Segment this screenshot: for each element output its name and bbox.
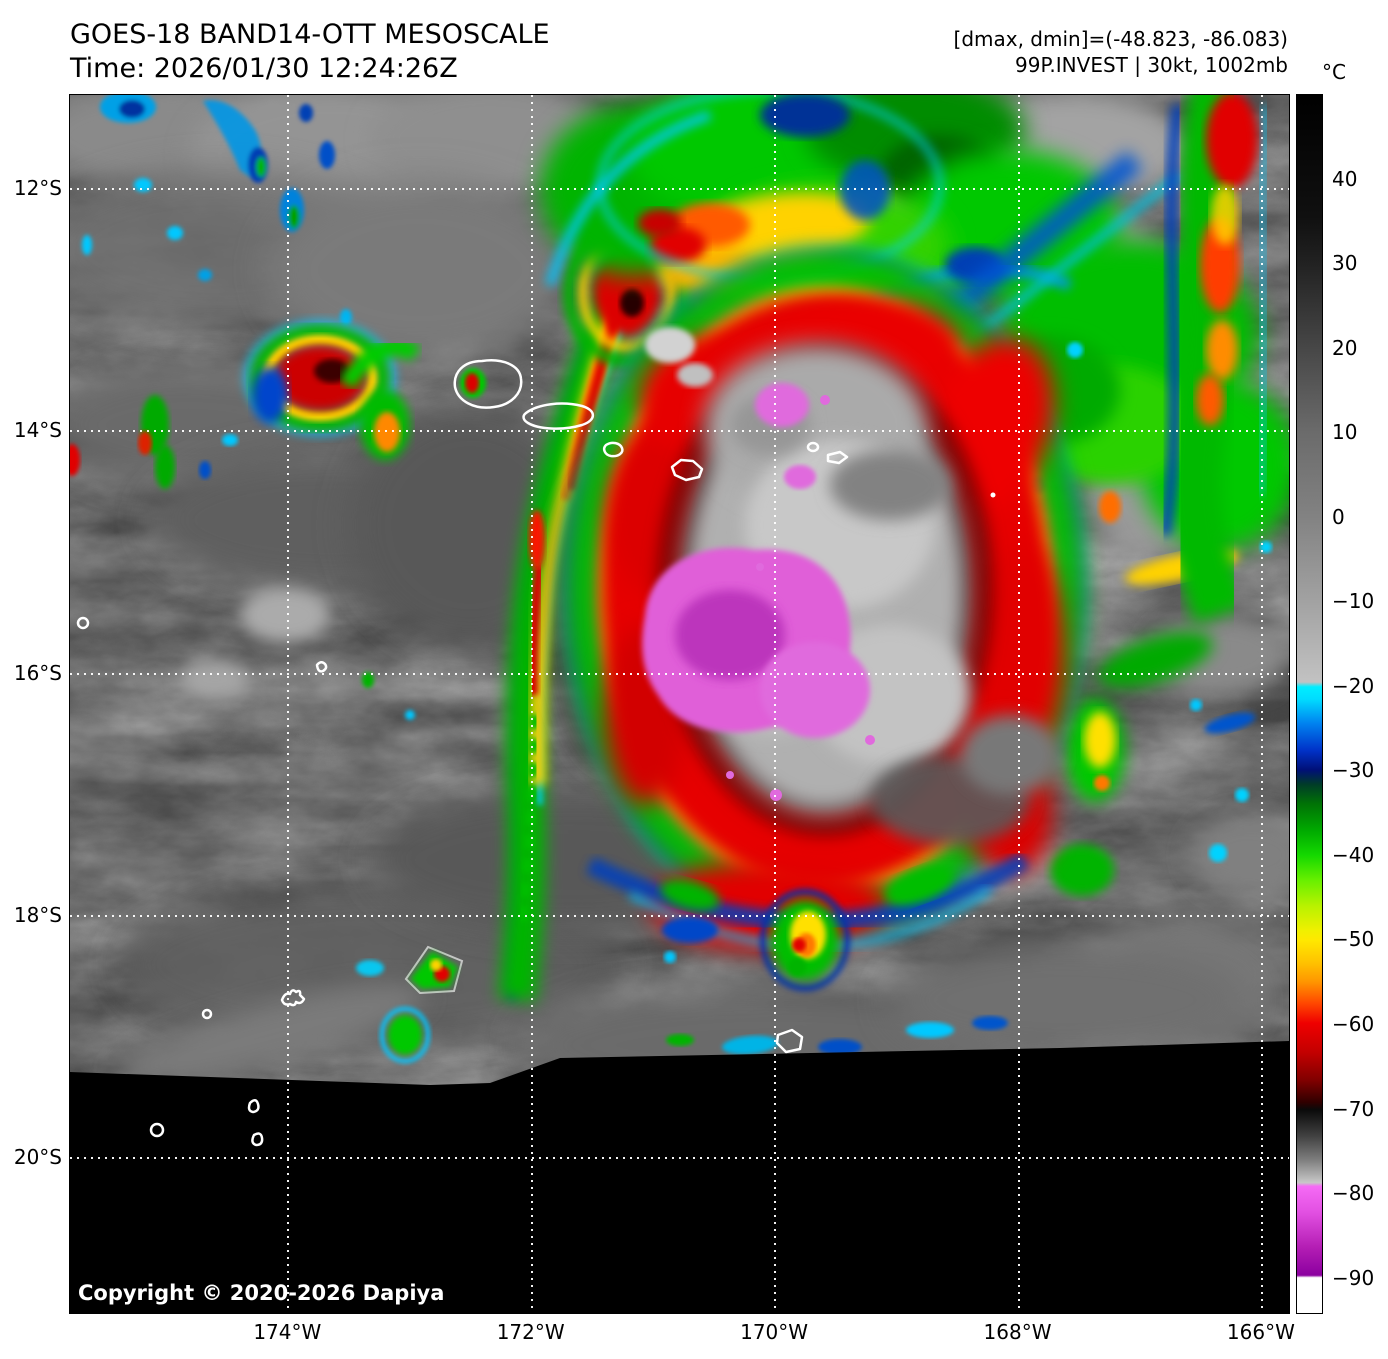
gridline-longitude	[774, 95, 777, 1313]
west-storm-cluster	[70, 320, 422, 489]
coastline-small-island	[280, 989, 306, 1007]
colorbar-tick-label: −90	[1332, 1265, 1375, 1290]
satellite-map: Copyright © 2020-2026 Dapiya	[69, 94, 1290, 1314]
coastline-pentagon-island	[775, 1028, 804, 1054]
coastline-savaii	[453, 359, 523, 409]
southern-cells	[356, 945, 1008, 1064]
colorbar-tick-label: −20	[1332, 673, 1375, 698]
lon-label: 170°W	[740, 1320, 809, 1344]
lon-label: 166°W	[1226, 1320, 1295, 1344]
title-block: GOES-18 BAND14-OTT MESOSCALE Time: 2026/…	[70, 18, 550, 86]
gridline-latitude	[70, 188, 1289, 191]
gridline-longitude	[530, 95, 533, 1313]
gridline-latitude	[70, 1157, 1289, 1159]
lon-label: 172°W	[496, 1320, 565, 1344]
satellite-image	[70, 95, 1289, 1313]
gridline-longitude	[1017, 95, 1020, 1313]
gridline-latitude	[70, 914, 1289, 917]
colorbar-tick-label: −80	[1332, 1181, 1375, 1206]
colorbar-tick-label: −10	[1332, 589, 1375, 614]
gridline-latitude	[70, 672, 1289, 675]
colorbar-tick-label: −70	[1332, 1096, 1375, 1121]
no-data-region	[70, 1041, 1289, 1313]
colorbar-tick-label: −30	[1332, 758, 1375, 783]
colorbar-tick-label: −50	[1332, 927, 1375, 952]
timestamp: Time: 2026/01/30 12:24:26Z	[70, 53, 458, 84]
gridline-latitude	[70, 430, 1289, 433]
lat-label: 12°S	[13, 176, 62, 201]
info-block: [dmax, dmin]=(-48.823, -86.083) 99P.INVE…	[954, 26, 1288, 78]
coastline-upolu	[522, 402, 595, 430]
gridline-longitude	[1260, 95, 1263, 1313]
colorbar-tick-label: 20	[1332, 335, 1358, 360]
colorbar-tick-label: 0	[1332, 504, 1345, 529]
colorbar-tick-label: −60	[1332, 1012, 1375, 1036]
colorbar-tick-label: 40	[1332, 166, 1358, 191]
product-title: GOES-18 BAND14-OTT MESOSCALE	[70, 19, 550, 50]
colorbar-tick-label: 30	[1332, 251, 1358, 276]
cyclone	[565, 245, 1085, 992]
colorbar	[1296, 94, 1323, 1314]
lon-label: 168°W	[983, 1320, 1052, 1344]
lat-label: 14°S	[13, 418, 62, 443]
colorbar-unit-label: °C	[1322, 60, 1346, 84]
lat-label: 20°S	[13, 1145, 62, 1169]
savaii-convection	[460, 368, 486, 398]
dmax-dmin-stats: [dmax, dmin]=(-48.823, -86.083)	[953, 27, 1288, 51]
lat-label: 16°S	[13, 660, 62, 685]
lon-label: 174°W	[253, 1320, 322, 1344]
copyright-text: Copyright © 2020-2026 Dapiya	[78, 1281, 445, 1305]
lat-label: 18°S	[13, 902, 62, 927]
magenta-cold-tops	[642, 383, 875, 801]
colorbar-tick-label: −40	[1332, 842, 1375, 867]
coastlines	[76, 359, 996, 1147]
colorbar-tick-label: 10	[1332, 420, 1358, 445]
east-band	[1159, 95, 1270, 625]
storm-info: 99P.INVEST | 30kt, 1002mb	[1015, 53, 1288, 77]
gridline-longitude	[287, 95, 290, 1313]
